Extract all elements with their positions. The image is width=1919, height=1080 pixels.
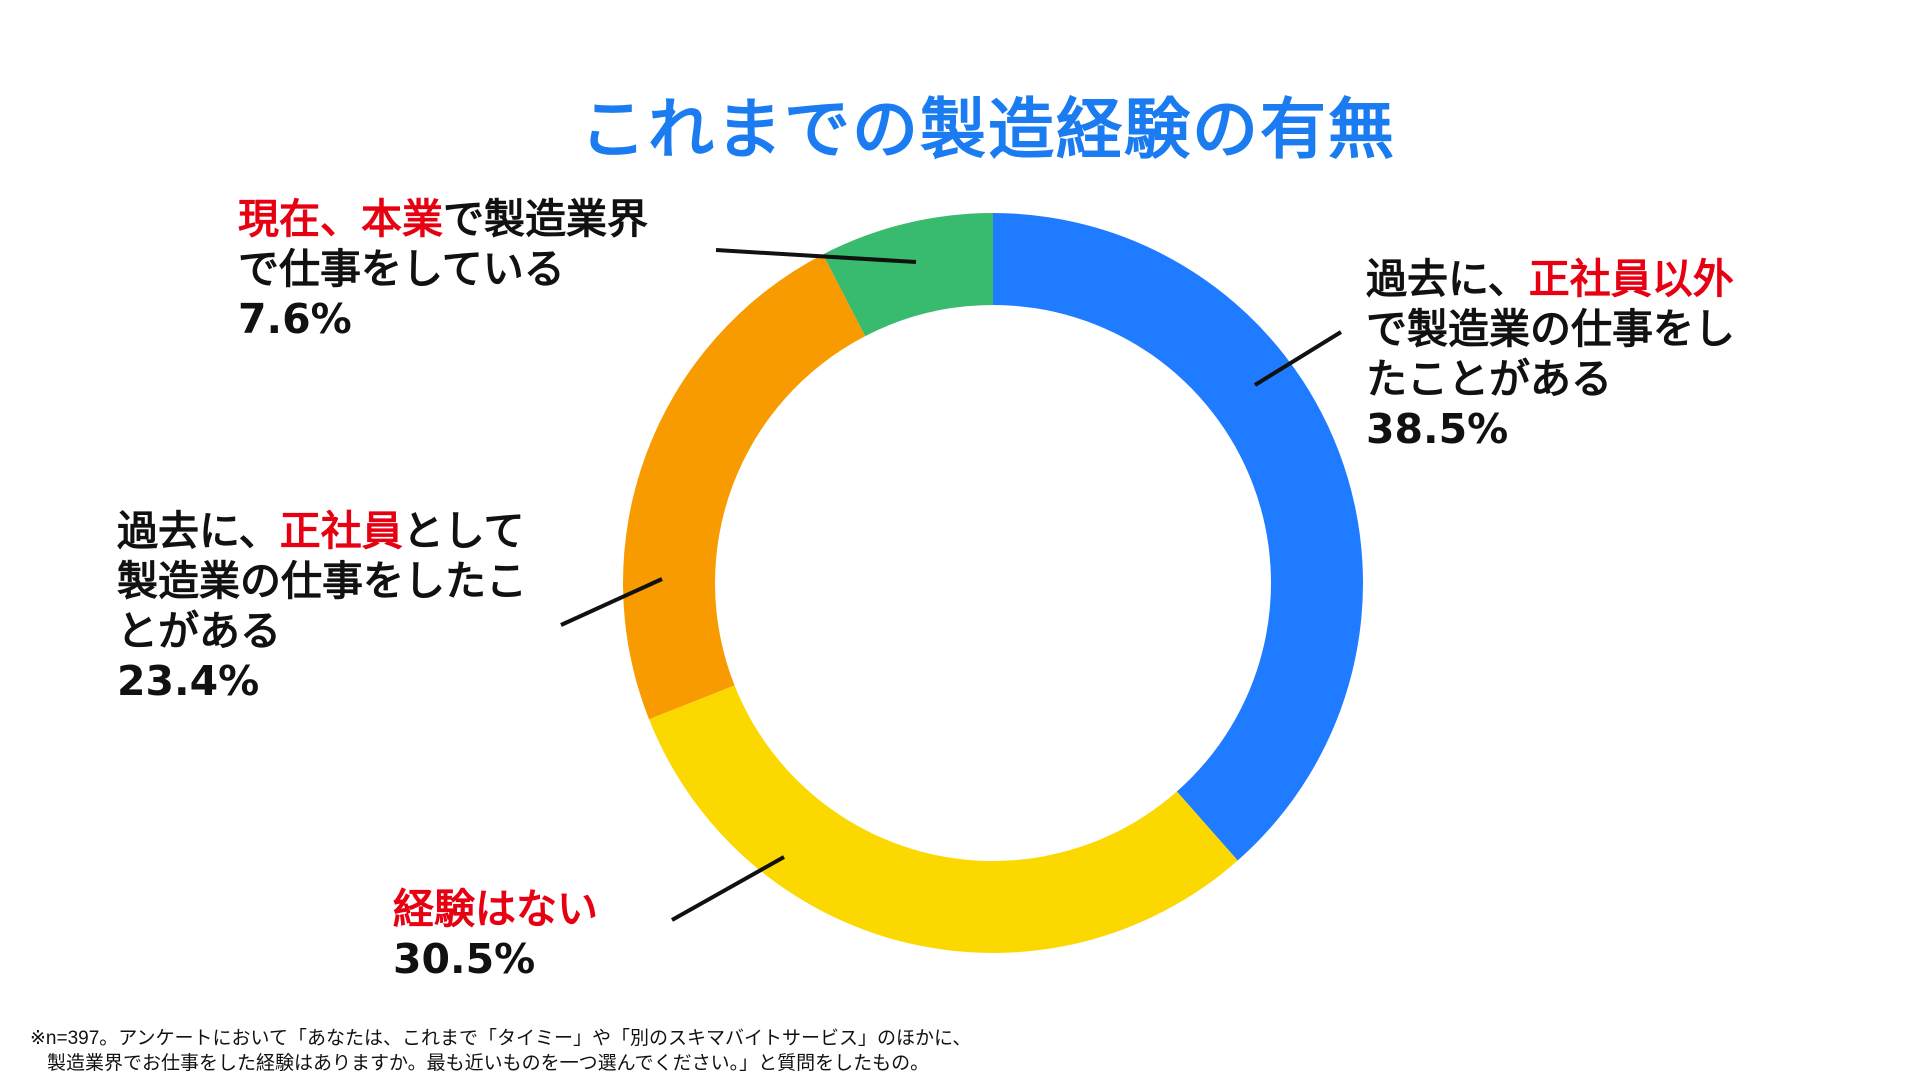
leader-line-none — [671, 855, 785, 922]
label-text: で製造業界 — [443, 195, 648, 243]
label-text: 過去に、 — [117, 507, 280, 555]
label-text: 製造業の仕事をしたこ — [117, 557, 527, 605]
label-text: とがある — [117, 607, 281, 655]
label-highlight: 正社員 — [279, 507, 403, 555]
data-label: 7.6% — [238, 295, 352, 343]
donut-slice-0 — [993, 213, 1364, 861]
donut-slice-1 — [648, 685, 1238, 953]
data-label: 30.5% — [393, 935, 536, 983]
label-highlight: 経験はない — [393, 885, 598, 933]
chart-title: これまでの製造経験の有無 — [580, 91, 1396, 168]
label-text: たことがある — [1366, 355, 1612, 403]
label-text: 過去に、 — [1366, 255, 1529, 303]
label-regular: 過去に、正社員として 製造業の仕事をしたこ とがある 23.4% — [117, 506, 527, 706]
leader-line-regular — [560, 577, 663, 627]
data-label: 23.4% — [117, 657, 260, 705]
label-text: として — [402, 507, 525, 555]
label-non-regular: 過去に、正社員以外 で製造業の仕事をし たことがある 38.5% — [1366, 254, 1735, 454]
label-highlight: 現在、本業 — [238, 195, 443, 243]
leader-line-non-regular — [1253, 330, 1343, 387]
label-none: 経験はない 30.5% — [393, 884, 598, 984]
label-text: で仕事をしている — [238, 245, 565, 293]
label-current: 現在、本業で製造業界 で仕事をしている 7.6% — [238, 194, 648, 344]
label-highlight: 正社員以外 — [1528, 255, 1734, 303]
data-label: 38.5% — [1366, 405, 1509, 453]
leader-line-current — [715, 248, 917, 264]
label-text: で製造業の仕事をし — [1366, 305, 1735, 353]
footnote-line: ※n=397。アンケートにおいて「あなたは、これまで「タイミー」や「別のスキマバ… — [30, 1028, 972, 1049]
footnote-line: 製造業界でお仕事をした経験はありますか。最も近いものを一つ選んでください。」と質… — [47, 1053, 930, 1074]
footnote: ※n=397。アンケートにおいて「あなたは、これまで「タイミー」や「別のスキマバ… — [30, 1026, 971, 1076]
donut-slice-2 — [623, 254, 866, 720]
donut-slice-3 — [822, 213, 993, 337]
